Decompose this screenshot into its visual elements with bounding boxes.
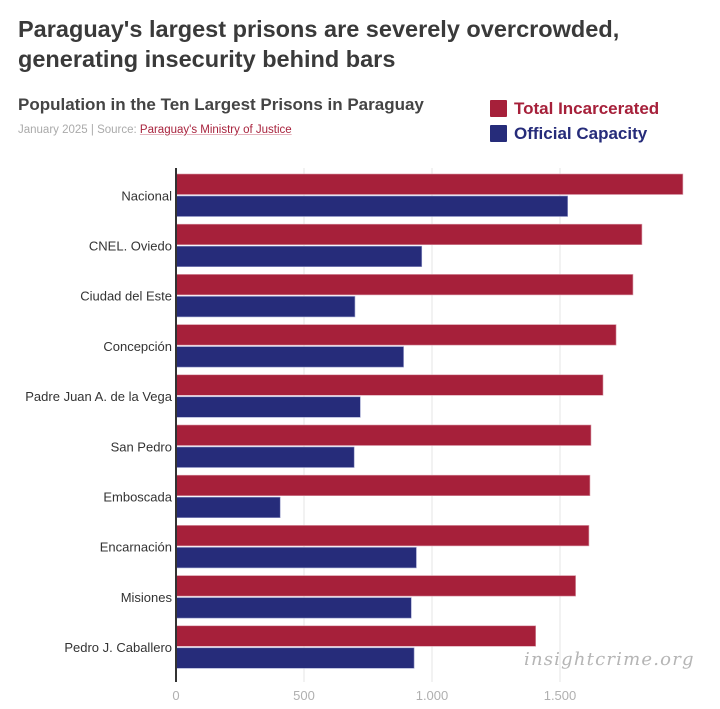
bar-total-incarcerated — [175, 374, 604, 396]
x-tick-label: 0 — [172, 688, 179, 703]
bar-official-capacity — [175, 597, 412, 619]
legend-swatch-official-capacity — [490, 125, 507, 142]
bar-official-capacity — [175, 547, 417, 569]
category-label: Encarnación — [100, 540, 172, 555]
legend: Total Incarcerated Official Capacity — [490, 96, 659, 146]
bar-official-capacity — [175, 346, 404, 368]
category-label: Ciudad del Este — [80, 289, 172, 304]
category-label: Padre Juan A. de la Vega — [25, 389, 172, 404]
legend-item-total-incarcerated: Total Incarcerated — [490, 96, 659, 121]
chart-title: Paraguay's largest prisons are severely … — [18, 16, 620, 72]
bar-total-incarcerated — [175, 324, 617, 346]
category-label: Emboscada — [103, 489, 172, 504]
bar-total-incarcerated — [175, 625, 536, 647]
x-tick-label: 1.500 — [544, 688, 577, 703]
category-label: Misiones — [121, 590, 173, 605]
bar-official-capacity — [175, 245, 423, 267]
bar-official-capacity — [175, 647, 415, 669]
category-label: Pedro J. Caballero — [64, 640, 172, 655]
source-link[interactable]: Paraguay's Ministry of Justice — [139, 124, 292, 136]
legend-swatch-total-incarcerated — [490, 100, 507, 117]
source-line: January 2025 | Source: Paraguay's Minist… — [18, 124, 292, 136]
category-label: San Pedro — [111, 439, 172, 454]
bar-total-incarcerated — [175, 173, 684, 195]
bar-official-capacity — [175, 296, 356, 318]
category-label: Concepción — [103, 339, 172, 354]
x-tick-label: 500 — [293, 688, 315, 703]
legend-label-official-capacity: Official Capacity — [514, 123, 648, 143]
x-tick-label: 1.000 — [416, 688, 449, 703]
bar-official-capacity — [175, 396, 361, 418]
bar-total-incarcerated — [175, 525, 590, 547]
category-label: Nacional — [121, 188, 172, 203]
chart-subtitle: Population in the Ten Largest Prisons in… — [18, 95, 424, 114]
bar-total-incarcerated — [175, 274, 634, 296]
legend-label-total-incarcerated: Total Incarcerated — [514, 98, 660, 118]
bar-chart: Nacional CNEL. Oviedo Ciudad del Este Conce… — [25, 168, 684, 703]
bar-total-incarcerated — [175, 474, 591, 497]
watermark: insightcrime.org — [524, 649, 695, 670]
bar-official-capacity — [175, 446, 355, 468]
date-source-prefix: January 2025 | Source: — [18, 124, 140, 136]
bar-total-incarcerated — [175, 223, 643, 245]
legend-item-official-capacity: Official Capacity — [490, 121, 659, 146]
category-label: CNEL. Oviedo — [89, 238, 172, 253]
bar-total-incarcerated — [175, 575, 576, 597]
bar-official-capacity — [175, 195, 568, 217]
bar-total-incarcerated — [175, 424, 592, 446]
bar-official-capacity — [175, 496, 281, 519]
